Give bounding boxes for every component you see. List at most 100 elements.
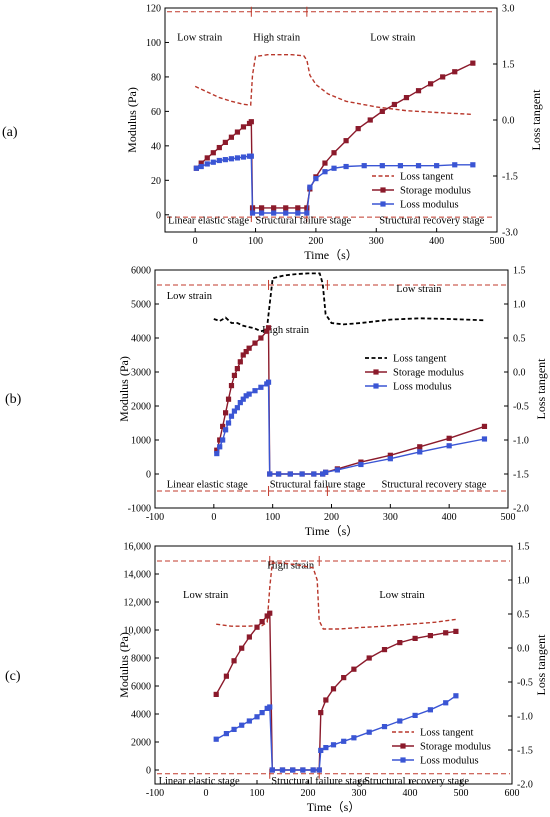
data-point-storage bbox=[387, 452, 393, 458]
annotation-stage-failure: Structural failure stage bbox=[271, 776, 367, 787]
data-point-loss bbox=[366, 729, 372, 735]
data-point-loss bbox=[341, 738, 347, 744]
data-point-storage bbox=[367, 117, 373, 123]
panel-label: (c) bbox=[5, 669, 21, 684]
x-tick-label: 0 bbox=[211, 512, 216, 523]
data-point-storage bbox=[246, 345, 252, 351]
data-point-storage bbox=[331, 150, 337, 156]
y2-tick-label: -0.5 bbox=[513, 402, 529, 413]
legend-label: Loss modulus bbox=[400, 200, 459, 211]
annotation-low-strain-right: Low strain bbox=[370, 33, 416, 44]
data-point-loss bbox=[225, 420, 232, 426]
data-point-storage bbox=[391, 101, 397, 108]
legend-marker-loss bbox=[400, 757, 406, 763]
x-tick-label: 200 bbox=[301, 788, 316, 799]
data-point-storage bbox=[222, 139, 228, 145]
data-point-loss bbox=[258, 210, 265, 216]
data-point-loss bbox=[343, 163, 349, 170]
data-point-loss bbox=[269, 767, 275, 773]
data-point-storage bbox=[323, 697, 329, 703]
data-point-loss bbox=[283, 210, 289, 216]
data-point-storage bbox=[481, 423, 488, 429]
data-point-storage bbox=[341, 675, 347, 681]
data-point-storage bbox=[234, 129, 241, 135]
data-point-loss bbox=[204, 161, 210, 167]
x-axis-label: Time（s） bbox=[305, 524, 359, 538]
data-point-storage bbox=[254, 624, 260, 630]
y-tick-label: 16,000 bbox=[124, 542, 152, 553]
data-point-storage bbox=[204, 155, 210, 161]
y-axis-label: Modulus (Pa) bbox=[117, 356, 131, 422]
data-point-loss bbox=[316, 767, 322, 773]
data-point-storage bbox=[330, 686, 337, 692]
data-point-storage bbox=[417, 444, 423, 450]
data-point-storage bbox=[223, 410, 229, 416]
x-tick-label: 200 bbox=[324, 512, 339, 523]
y-tick-label: 20 bbox=[151, 176, 161, 187]
x-tick-label: 0 bbox=[193, 236, 198, 247]
data-point-loss bbox=[254, 714, 260, 720]
y-tick-label: 6000 bbox=[131, 682, 151, 693]
y2-tick-label: 0.5 bbox=[513, 334, 526, 345]
data-point-loss bbox=[287, 471, 293, 477]
legend-marker-loss bbox=[373, 383, 379, 389]
x-tick-label: 400 bbox=[442, 512, 457, 523]
data-point-loss bbox=[412, 712, 418, 718]
data-point-storage bbox=[225, 396, 232, 402]
data-point-storage bbox=[210, 150, 216, 156]
y2-tick-label: 1.5 bbox=[502, 60, 515, 71]
data-point-loss bbox=[239, 722, 245, 728]
data-point-storage bbox=[228, 134, 234, 140]
y-tick-label: 2000 bbox=[131, 738, 151, 749]
legend-label: Storage modulus bbox=[420, 742, 491, 753]
data-point-loss bbox=[231, 408, 238, 414]
series-line-loss bbox=[216, 380, 485, 475]
data-point-loss bbox=[271, 210, 277, 216]
legend-label: Loss tangent bbox=[420, 728, 473, 739]
legend-marker-storage bbox=[373, 369, 379, 375]
y-tick-label: -1000 bbox=[128, 504, 151, 515]
data-point-loss bbox=[228, 413, 235, 419]
data-point-loss bbox=[304, 210, 310, 216]
x-tick-label: 500 bbox=[454, 788, 469, 799]
annotation-stage-linear: Linear elastic stage bbox=[159, 776, 240, 787]
data-point-loss bbox=[265, 379, 272, 385]
data-point-loss bbox=[330, 742, 337, 748]
data-point-storage bbox=[366, 655, 372, 661]
data-point-storage bbox=[397, 640, 403, 646]
x-tick-label: 300 bbox=[369, 236, 384, 247]
data-point-storage bbox=[243, 349, 249, 355]
y-tick-label: 2000 bbox=[131, 402, 151, 413]
data-point-storage bbox=[415, 88, 422, 94]
data-point-loss bbox=[379, 163, 385, 169]
y-tick-label: 6000 bbox=[131, 266, 151, 277]
x-tick-label: 300 bbox=[383, 512, 398, 523]
y-tick-label: 0 bbox=[146, 470, 151, 481]
data-point-loss bbox=[216, 157, 222, 164]
y-tick-label: 5000 bbox=[131, 300, 151, 311]
data-point-loss bbox=[237, 400, 243, 406]
data-point-storage bbox=[264, 328, 270, 334]
y-tick-label: 4000 bbox=[131, 710, 151, 721]
y2-tick-label: 0.5 bbox=[517, 610, 530, 621]
data-point-loss bbox=[240, 396, 246, 402]
data-point-loss bbox=[193, 165, 199, 171]
data-point-storage bbox=[198, 160, 204, 166]
data-point-loss bbox=[320, 471, 326, 477]
data-point-storage bbox=[283, 205, 289, 211]
y-tick-label: 10,000 bbox=[124, 626, 152, 637]
data-point-loss bbox=[434, 163, 440, 169]
y-axis-label: Modulus (Pa) bbox=[117, 632, 131, 698]
annotation-stage-linear: Linear elastic stage bbox=[168, 215, 249, 226]
data-point-storage bbox=[234, 366, 240, 372]
data-point-storage bbox=[295, 205, 301, 211]
data-point-loss bbox=[210, 159, 216, 165]
data-point-loss bbox=[381, 724, 388, 730]
x-tick-label: 100 bbox=[250, 788, 265, 799]
y2-tick-label: 1.5 bbox=[517, 542, 530, 553]
data-point-loss bbox=[275, 471, 282, 477]
data-point-loss bbox=[453, 693, 459, 699]
data-point-loss bbox=[222, 157, 228, 163]
data-point-loss bbox=[234, 405, 240, 411]
annotation-stage-failure: Structural failure stage bbox=[256, 215, 352, 226]
